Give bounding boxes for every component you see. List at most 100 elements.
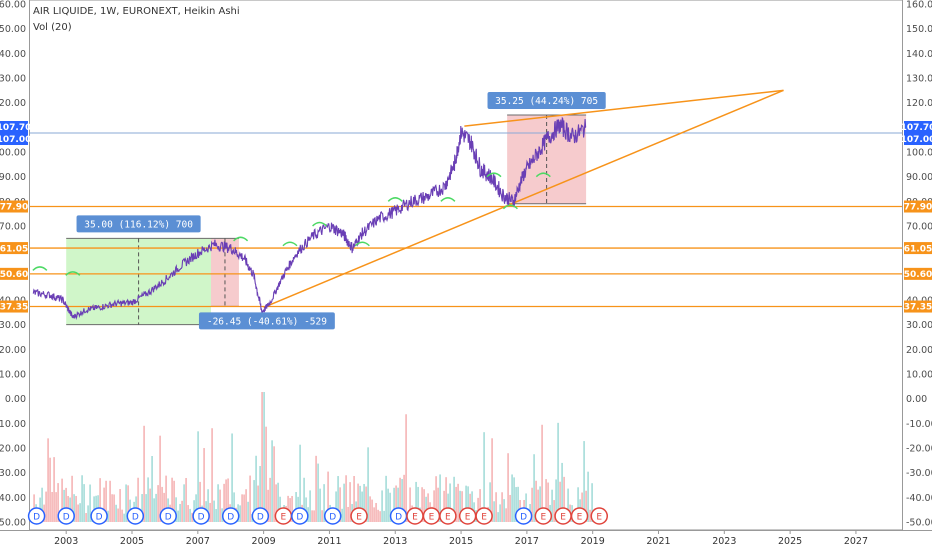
volume-bar xyxy=(203,448,205,522)
volume-bar xyxy=(191,512,193,522)
price-badge xyxy=(0,300,28,313)
volume-bar xyxy=(589,509,591,522)
volume-bar xyxy=(497,512,499,522)
volume-bar xyxy=(77,504,79,522)
volume-bar xyxy=(321,510,323,522)
volume-bar xyxy=(177,510,179,522)
volume-bar xyxy=(537,489,539,522)
dividend-marker[interactable] xyxy=(90,507,108,525)
earnings-marker[interactable] xyxy=(590,507,609,525)
volume-bar xyxy=(445,477,447,522)
earnings-marker-label: E xyxy=(281,513,287,523)
volume-bar xyxy=(467,486,469,522)
dividend-marker[interactable] xyxy=(251,507,270,525)
pattern-marker xyxy=(282,241,298,247)
dividend-marker[interactable] xyxy=(126,507,145,525)
price-badge xyxy=(0,267,28,280)
volume-bar xyxy=(461,491,463,522)
earnings-marker[interactable] xyxy=(570,507,589,525)
volume-bar xyxy=(123,513,125,522)
volume-bar xyxy=(531,487,533,522)
x-tick-label: 2017 xyxy=(515,536,539,547)
chart-title: AIR LIQUIDE, 1W, EURONEXT, Heikin Ashi xyxy=(33,6,240,17)
volume-bar xyxy=(507,453,509,522)
dividend-marker[interactable] xyxy=(27,507,46,525)
y-tick-label-left: 140.00 xyxy=(0,49,26,60)
volume-bar xyxy=(261,392,263,522)
volume-bar xyxy=(173,480,175,522)
volume-bar xyxy=(437,487,439,522)
volume-bar xyxy=(555,479,557,522)
volume-bar xyxy=(199,481,201,522)
volume-bar xyxy=(503,499,505,522)
volume-bar xyxy=(353,476,355,522)
volume-bar xyxy=(459,490,461,522)
price-badge-label: 107.00 xyxy=(901,135,932,145)
volume-bar xyxy=(299,444,301,522)
volume-bar xyxy=(85,513,87,522)
earnings-marker[interactable] xyxy=(439,507,457,525)
volume-bar xyxy=(267,489,269,522)
y-tick-label-left: 150.00 xyxy=(0,24,26,35)
volume-bar xyxy=(81,475,83,522)
dividend-marker-label: D xyxy=(96,513,103,523)
volume-bar xyxy=(249,475,251,522)
volume-bar xyxy=(195,494,197,522)
volume-bar xyxy=(45,491,47,522)
dividend-marker[interactable] xyxy=(323,507,342,525)
volume-bar xyxy=(561,462,563,522)
volume-bar xyxy=(175,497,177,522)
volume-bar xyxy=(73,494,75,522)
price-badge-label: 61.05 xyxy=(0,244,28,254)
trend-line[interactable] xyxy=(263,89,784,309)
volume-bar xyxy=(387,488,389,522)
price-series-line[interactable] xyxy=(32,116,587,320)
earnings-marker-label: E xyxy=(429,513,435,523)
volume-bar xyxy=(291,495,293,522)
dividend-marker[interactable] xyxy=(514,507,533,525)
volume-bar xyxy=(315,455,317,522)
volume-bar xyxy=(65,487,67,522)
volume-bar xyxy=(103,487,105,522)
y-tick-label-right: 160.00 xyxy=(906,0,932,11)
volume-bar xyxy=(105,480,107,522)
earnings-marker[interactable] xyxy=(534,507,553,525)
y-tick-label-left: 20.00 xyxy=(0,345,26,356)
volume-bar xyxy=(63,489,65,522)
dividend-marker[interactable] xyxy=(57,507,75,525)
dividend-marker-label: D xyxy=(227,513,234,523)
volume-bar xyxy=(151,456,153,522)
volume-bar xyxy=(269,477,271,522)
dividend-marker[interactable] xyxy=(159,507,177,525)
volume-bar xyxy=(109,480,111,522)
dividend-marker-label: D xyxy=(395,513,402,523)
dividend-marker-label: D xyxy=(33,513,40,523)
volume-bar xyxy=(259,466,261,522)
dividend-marker[interactable] xyxy=(192,507,210,525)
volume-bar xyxy=(75,495,77,522)
dividend-marker[interactable] xyxy=(291,507,309,525)
price-badge xyxy=(904,133,932,146)
volume-bar xyxy=(225,479,227,522)
volume-bar xyxy=(373,507,375,522)
earnings-marker[interactable] xyxy=(475,507,493,525)
volume-bar xyxy=(361,491,363,522)
dividend-marker[interactable] xyxy=(221,507,240,525)
volume-bar xyxy=(161,486,163,522)
volume-bar xyxy=(273,446,275,522)
volume-bar xyxy=(389,492,391,522)
volume-bar xyxy=(393,487,395,522)
volume-indicator-label[interactable]: Vol (20) xyxy=(33,22,72,33)
trend-line[interactable] xyxy=(464,89,784,127)
pattern-marker xyxy=(486,172,502,178)
measure-label-box xyxy=(76,215,201,233)
earnings-marker[interactable] xyxy=(350,507,368,525)
volume-bar xyxy=(427,493,429,522)
volume-bar xyxy=(501,492,503,522)
volume-bar xyxy=(71,475,73,522)
price-badge-label: 107.70 xyxy=(0,123,31,133)
volume-bar xyxy=(405,414,407,522)
volume-bar xyxy=(449,483,451,522)
